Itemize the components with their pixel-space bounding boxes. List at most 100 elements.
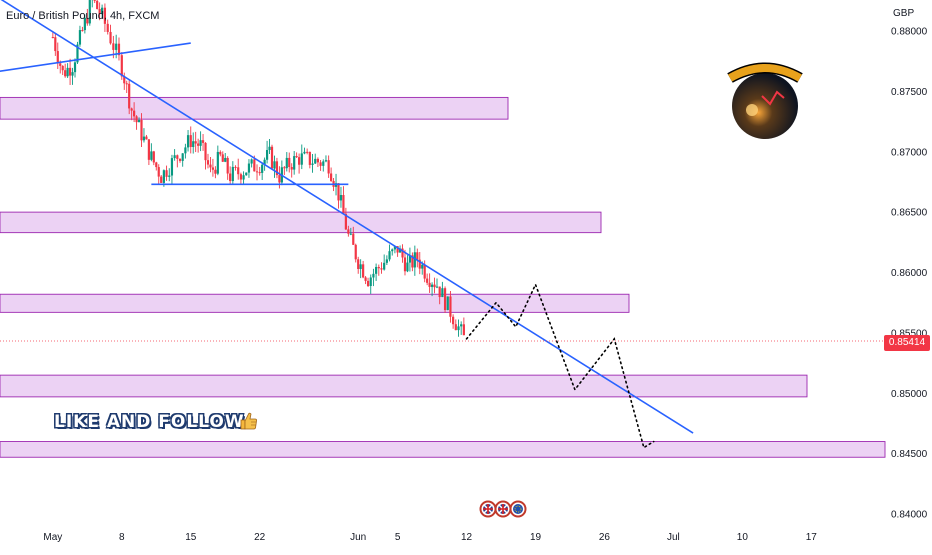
candle-body bbox=[197, 143, 199, 145]
candle-body bbox=[62, 66, 64, 70]
candle-body bbox=[380, 268, 382, 269]
candle-body bbox=[209, 165, 211, 168]
candle-body bbox=[131, 108, 133, 110]
price-tick-label: 0.88000 bbox=[891, 27, 928, 38]
candle-body bbox=[424, 265, 426, 279]
candle-body bbox=[126, 83, 128, 84]
candle-body bbox=[360, 264, 362, 269]
candle-body bbox=[212, 167, 214, 169]
candle-body bbox=[248, 164, 250, 173]
candle-body bbox=[416, 252, 418, 259]
candle-body bbox=[447, 296, 449, 310]
candle-body bbox=[200, 140, 202, 146]
candle-body bbox=[195, 141, 197, 143]
candle-body bbox=[81, 30, 83, 31]
candle-body bbox=[463, 324, 465, 335]
candle-body bbox=[278, 175, 280, 182]
candle-body bbox=[367, 281, 369, 286]
flag-icons bbox=[478, 498, 528, 520]
uk-flag-icon bbox=[481, 502, 496, 517]
candle-body bbox=[217, 152, 219, 174]
candle-body bbox=[317, 159, 319, 162]
price-tick-label: 0.84000 bbox=[891, 510, 928, 521]
candle-body bbox=[273, 161, 275, 168]
candle-body bbox=[291, 167, 293, 170]
candle-body bbox=[426, 279, 428, 283]
currency-label: GBP bbox=[893, 8, 914, 19]
candle-body bbox=[319, 162, 321, 166]
candle-body bbox=[240, 174, 242, 179]
candle-body bbox=[457, 326, 459, 330]
candle-body bbox=[94, 0, 96, 1]
price-tick-label: 0.86000 bbox=[891, 268, 928, 279]
candle-body bbox=[311, 163, 313, 164]
candle-body bbox=[96, 1, 98, 9]
candle-body bbox=[79, 30, 81, 45]
candle-body bbox=[352, 234, 354, 245]
candle-body bbox=[115, 44, 117, 50]
candle-body bbox=[176, 155, 178, 159]
candle-body bbox=[362, 264, 364, 277]
candles-layer bbox=[52, 0, 465, 337]
candle-body bbox=[301, 153, 303, 164]
candle-body bbox=[347, 229, 349, 233]
candle-body bbox=[391, 249, 393, 251]
candle-body bbox=[222, 154, 224, 161]
candle-body bbox=[190, 135, 192, 147]
time-tick-label: 26 bbox=[599, 532, 611, 543]
candle-body bbox=[375, 267, 377, 274]
candle-body bbox=[303, 152, 305, 154]
time-tick-label: 12 bbox=[461, 532, 473, 543]
candle-body bbox=[168, 176, 170, 177]
candle-body bbox=[59, 63, 61, 66]
candle-body bbox=[148, 139, 150, 160]
candle-body bbox=[355, 245, 357, 259]
candle-body bbox=[245, 173, 247, 176]
zone-rect bbox=[0, 375, 807, 397]
candle-body bbox=[64, 70, 66, 76]
candle-body bbox=[406, 263, 408, 272]
time-tick-label: Jun bbox=[350, 532, 366, 543]
time-tick-label: 22 bbox=[254, 532, 266, 543]
candle-body bbox=[429, 283, 431, 287]
zones-layer bbox=[0, 97, 885, 457]
candle-body bbox=[135, 116, 137, 122]
candle-body bbox=[242, 175, 244, 179]
candle-body bbox=[165, 170, 167, 177]
candle-body bbox=[109, 32, 111, 43]
time-tick-label: May bbox=[43, 532, 62, 543]
time-tick-label: 8 bbox=[119, 532, 125, 543]
like-and-follow-text: LIKE AND FOLLOW bbox=[54, 412, 245, 432]
time-tick-label: 10 bbox=[737, 532, 749, 543]
price-tick-label: 0.87000 bbox=[891, 147, 928, 158]
candle-body bbox=[54, 37, 56, 51]
candle-body bbox=[153, 151, 155, 162]
candle-body bbox=[202, 140, 204, 143]
candle-body bbox=[421, 265, 423, 269]
price-tick-label: 0.85000 bbox=[891, 389, 928, 400]
candle-body bbox=[431, 285, 433, 287]
candle-body bbox=[163, 170, 165, 183]
candle-body bbox=[436, 287, 438, 288]
candle-body bbox=[433, 285, 435, 288]
candle-body bbox=[74, 62, 76, 72]
candle-body bbox=[261, 165, 263, 173]
candle-body bbox=[174, 155, 176, 158]
candle-body bbox=[350, 234, 352, 235]
price-axis[interactable]: 0.880000.875000.870000.865000.860000.855… bbox=[891, 27, 928, 521]
candle-body bbox=[296, 156, 298, 157]
candle-body bbox=[337, 183, 339, 200]
candle-body bbox=[121, 55, 123, 76]
candle-body bbox=[171, 158, 173, 175]
candle-body bbox=[187, 135, 189, 147]
candle-body bbox=[449, 296, 451, 316]
candle-body bbox=[158, 167, 160, 177]
candle-body bbox=[439, 287, 441, 297]
candle-body bbox=[441, 288, 443, 297]
price-tick-label: 0.87500 bbox=[891, 87, 928, 98]
candle-body bbox=[182, 153, 184, 161]
candle-body bbox=[253, 159, 255, 171]
candle-body bbox=[234, 167, 236, 168]
